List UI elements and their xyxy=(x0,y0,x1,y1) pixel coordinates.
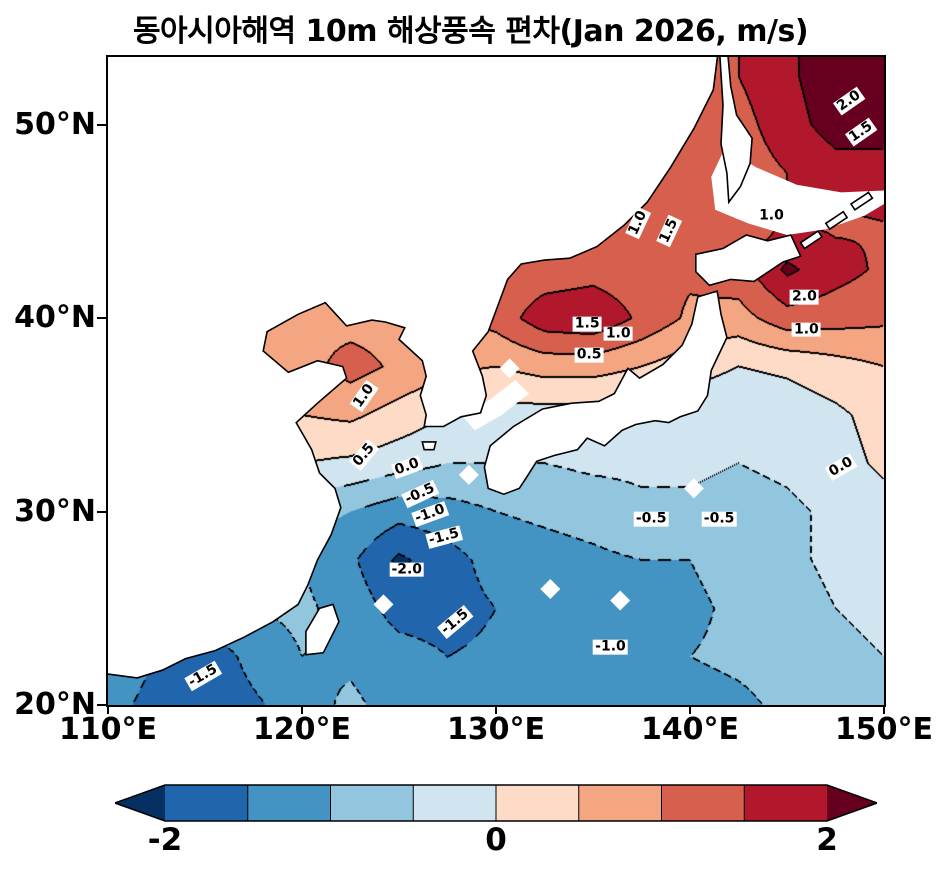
y-tick-mark xyxy=(97,123,106,126)
x-tick-mark xyxy=(689,705,691,714)
colorbar-segment xyxy=(330,785,414,821)
contour-label: -0.5 xyxy=(633,510,669,527)
colorbar-tick-label: -2 xyxy=(147,822,183,858)
colorbar-segment xyxy=(744,785,827,821)
colorbar-segment xyxy=(496,785,579,821)
x-tick-mark xyxy=(883,705,885,714)
y-axis-tick-label: 20°N xyxy=(14,687,96,722)
colorbar-segment xyxy=(115,785,165,821)
contour-field-canvas xyxy=(108,57,884,705)
y-axis-tick-label: 50°N xyxy=(14,106,96,142)
contour-label: -0.5 xyxy=(701,510,737,527)
y-tick-mark xyxy=(97,510,106,513)
colorbar-segment xyxy=(661,785,745,821)
contour-label: 2.0 xyxy=(790,288,819,305)
chart-title: 동아시아해역 10m 해상풍속 편차(Jan 2026, m/s) xyxy=(132,14,809,49)
contour-label: -2.0 xyxy=(389,561,425,578)
colorbar xyxy=(112,784,880,822)
y-axis-tick-label: 30°N xyxy=(14,493,96,529)
contour-label: -1.0 xyxy=(593,638,628,655)
colorbar-svg xyxy=(112,784,880,822)
colorbar-segment xyxy=(578,785,662,821)
contour-label: 1.5 xyxy=(572,315,602,332)
colorbar-segment xyxy=(413,785,496,821)
x-axis-tick-label: 130°E xyxy=(446,712,546,747)
colorbar-segment xyxy=(165,785,248,821)
contour-label: 1.0 xyxy=(791,321,821,338)
x-tick-mark xyxy=(107,705,109,714)
colorbar-segment xyxy=(827,785,877,821)
x-axis-tick-label: 110°E xyxy=(58,712,158,747)
x-axis-tick-label: 140°E xyxy=(640,712,740,747)
colorbar-tick-label: 0 xyxy=(485,822,507,858)
contour-label: 0.5 xyxy=(574,346,604,363)
colorbar-segment xyxy=(247,785,331,821)
y-tick-mark xyxy=(97,317,106,320)
x-axis-tick-label: 120°E xyxy=(252,712,352,747)
colorbar-tick-label: 2 xyxy=(816,822,838,858)
contour-label: 1.0 xyxy=(603,325,633,342)
x-axis-tick-label: 150°E xyxy=(834,712,934,747)
y-tick-mark xyxy=(97,704,106,706)
y-axis-tick-label: 40°N xyxy=(14,300,96,336)
x-tick-mark xyxy=(495,705,497,714)
contour-label: 1.0 xyxy=(757,207,786,224)
x-tick-mark xyxy=(301,705,303,714)
